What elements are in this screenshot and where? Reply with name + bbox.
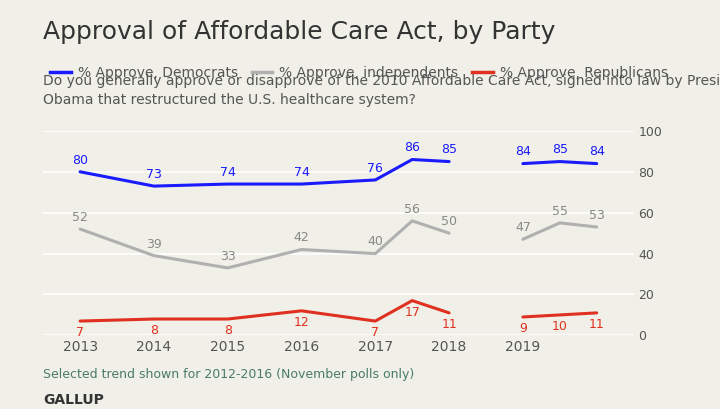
Text: 50: 50 [441,215,457,228]
Text: 7: 7 [76,326,84,339]
Text: 74: 74 [294,166,310,179]
Text: 12: 12 [294,316,310,329]
Text: 11: 11 [441,318,457,331]
Text: 40: 40 [367,236,383,248]
Text: Do you generally approve or disapprove of the 2010 Affordable Care Act, signed i: Do you generally approve or disapprove o… [43,74,720,107]
Text: 17: 17 [404,306,420,319]
Text: 55: 55 [552,205,568,218]
Text: 85: 85 [441,144,457,156]
Text: 56: 56 [404,203,420,216]
Text: 80: 80 [72,154,88,166]
Text: 42: 42 [294,231,310,244]
Text: 10: 10 [552,320,568,333]
Text: 53: 53 [589,209,605,222]
Text: 52: 52 [72,211,88,224]
Text: 84: 84 [589,146,605,159]
Text: Selected trend shown for 2012-2016 (November polls only): Selected trend shown for 2012-2016 (Nove… [43,368,415,381]
Text: 33: 33 [220,250,235,263]
Text: 39: 39 [146,238,162,250]
Text: 7: 7 [372,326,379,339]
Legend: % Approve, Democrats, % Approve, independents, % Approve, Republicans: % Approve, Democrats, % Approve, indepen… [44,60,674,85]
Text: 84: 84 [515,146,531,159]
Text: 86: 86 [404,142,420,154]
Text: GALLUP: GALLUP [43,393,104,407]
Text: 76: 76 [367,162,383,175]
Text: 73: 73 [146,168,162,181]
Text: 11: 11 [589,318,605,331]
Text: 47: 47 [515,221,531,234]
Text: Approval of Affordable Care Act, by Party: Approval of Affordable Care Act, by Part… [43,20,556,45]
Text: 9: 9 [519,322,527,335]
Text: 8: 8 [224,324,232,337]
Text: 74: 74 [220,166,235,179]
Text: 85: 85 [552,144,568,156]
Text: 8: 8 [150,324,158,337]
